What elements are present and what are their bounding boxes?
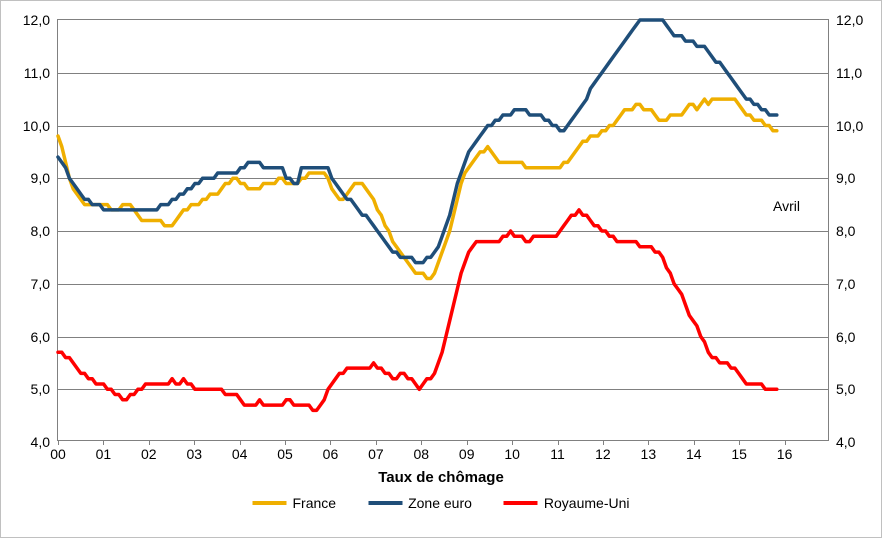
legend-label: Zone euro xyxy=(408,495,472,511)
legend-item: Royaume-Uni xyxy=(504,495,630,511)
chart-legend: France Zone euro Royaume-Uni xyxy=(253,495,630,511)
chart-annotation: Avril xyxy=(773,198,800,214)
y-tick-left: 7,0 xyxy=(31,276,58,292)
series-line-royaume-uni xyxy=(58,210,777,411)
y-tick-right: 7,0 xyxy=(828,276,855,292)
legend-label: Royaume-Uni xyxy=(544,495,630,511)
y-tick-right: 9,0 xyxy=(828,170,855,186)
legend-item: France xyxy=(253,495,337,511)
y-tick-right: 5,0 xyxy=(828,381,855,397)
legend-swatch xyxy=(253,501,287,505)
chart-plot-area: 4,04,05,05,06,06,07,07,08,08,09,09,010,0… xyxy=(57,19,829,441)
y-tick-right: 6,0 xyxy=(828,329,855,345)
x-axis-label: Taux de chômage xyxy=(378,469,504,486)
y-tick-right: 4,0 xyxy=(828,434,855,450)
y-tick-left: 9,0 xyxy=(31,170,58,186)
y-tick-left: 6,0 xyxy=(31,329,58,345)
legend-item: Zone euro xyxy=(368,495,472,511)
y-tick-right: 10,0 xyxy=(828,118,863,134)
series-line-france xyxy=(58,99,777,278)
legend-swatch xyxy=(504,501,538,505)
y-tick-right: 8,0 xyxy=(828,223,855,239)
legend-label: France xyxy=(293,495,337,511)
y-tick-left: 5,0 xyxy=(31,381,58,397)
y-tick-left: 12,0 xyxy=(23,12,58,28)
series-svg xyxy=(58,20,830,442)
y-tick-right: 12,0 xyxy=(828,12,863,28)
y-tick-left: 11,0 xyxy=(24,65,58,81)
legend-swatch xyxy=(368,501,402,505)
y-tick-right: 11,0 xyxy=(828,65,862,81)
y-tick-left: 8,0 xyxy=(31,223,58,239)
y-tick-left: 10,0 xyxy=(23,118,58,134)
